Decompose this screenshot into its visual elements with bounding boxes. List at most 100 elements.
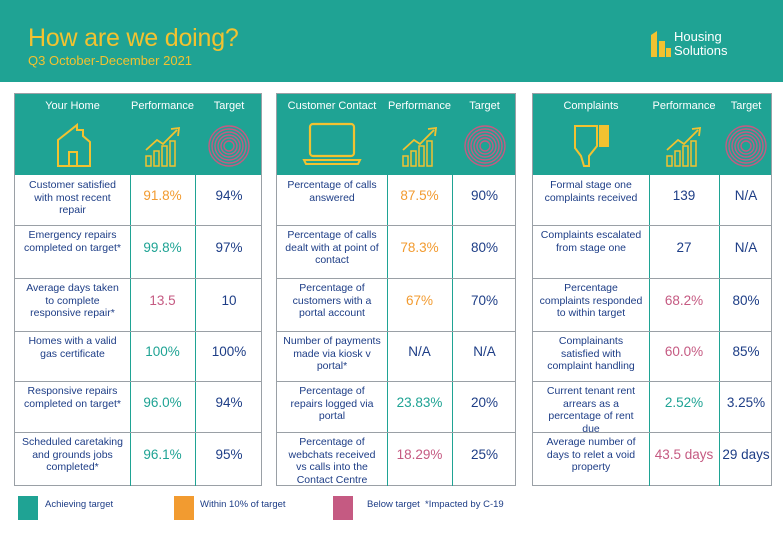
table-row: Percentage of repairs logged via portal 2… bbox=[277, 381, 515, 432]
table-row: Emergency repairs completed on target* 99… bbox=[15, 225, 261, 278]
row-divider bbox=[15, 225, 261, 226]
target-heading: Target bbox=[469, 100, 500, 112]
row-divider bbox=[15, 278, 261, 279]
metric-label: Customer satisfied with most recent repa… bbox=[29, 179, 116, 216]
logo-line-2: Solutions bbox=[674, 43, 728, 58]
target-heading: Target bbox=[730, 100, 762, 112]
performance-value: 100% bbox=[145, 344, 180, 359]
table-row: Percentage of calls answered 87.5% 90% bbox=[277, 175, 515, 225]
metric-label: Complaints escalated from stage one bbox=[540, 229, 642, 254]
table-row: Percentage of calls dealt with at point … bbox=[277, 225, 515, 278]
target-value: 94% bbox=[215, 394, 243, 410]
performance-value: 99.8% bbox=[143, 239, 182, 255]
metric-label: Average number of days to relet a void p… bbox=[546, 436, 636, 473]
metric-label: Complainants satisfied with complaint ha… bbox=[547, 335, 635, 372]
row-divider bbox=[533, 432, 771, 433]
column-divider bbox=[452, 94, 453, 486]
logo-line-1: Housing bbox=[674, 29, 722, 44]
table-row: Responsive repairs completed on target* 9… bbox=[15, 381, 261, 432]
row-divider bbox=[15, 331, 261, 332]
legend-swatch-below bbox=[333, 496, 353, 520]
legend-swatch-achieving bbox=[18, 496, 38, 520]
panel-header: Customer Contact Performance Target bbox=[277, 94, 515, 175]
row-divider bbox=[277, 278, 515, 279]
row-divider bbox=[533, 278, 771, 279]
page-subtitle: Q3 October-December 2021 bbox=[28, 53, 193, 68]
performance-value: 67% bbox=[405, 292, 434, 308]
legend-achieving: Achieving target bbox=[45, 499, 114, 510]
panel-heading: Complaints bbox=[563, 100, 619, 112]
table-row: Percentage of customers with a portal ac… bbox=[277, 278, 515, 331]
table-row: Percentage complaints responded to withi… bbox=[533, 278, 771, 331]
panel-customer-contact: Customer Contact Performance Target Percen… bbox=[276, 93, 516, 486]
panel-heading: Your Home bbox=[45, 100, 100, 112]
performance-value: 43.5 days bbox=[654, 447, 714, 462]
metric-label: Emergency repairs completed on target* bbox=[24, 229, 121, 254]
row-divider bbox=[277, 432, 515, 433]
target-value: 95% bbox=[215, 447, 243, 462]
table-row: Scheduled caretaking and grounds jobs co… bbox=[15, 432, 261, 486]
performance-heading: Performance bbox=[131, 100, 194, 112]
metric-label: Percentage of calls dealt with at point … bbox=[285, 229, 379, 266]
metric-label: Percentage of calls answered bbox=[287, 179, 377, 204]
bar-chart-arrow-icon bbox=[401, 126, 437, 167]
bar-chart-arrow-icon bbox=[666, 126, 702, 167]
performance-value: 96.0% bbox=[143, 394, 182, 410]
performance-value: 139 bbox=[672, 188, 696, 203]
row-divider bbox=[533, 225, 771, 226]
table-row: Formal stage one complaints received 139 N… bbox=[533, 175, 771, 225]
performance-value: 60.0% bbox=[664, 344, 704, 359]
target-value: 100% bbox=[211, 344, 247, 359]
panel-heading: Customer Contact bbox=[287, 100, 377, 112]
performance-heading: Performance bbox=[388, 100, 451, 112]
row-divider bbox=[277, 331, 515, 332]
panel-your-home: Your Home Performance Target Customer sati… bbox=[14, 93, 262, 486]
performance-value: 23.83% bbox=[396, 394, 443, 410]
target-rings-icon bbox=[725, 125, 767, 167]
target-value: 20% bbox=[470, 394, 499, 410]
target-value: N/A bbox=[734, 239, 758, 255]
table-row: Homes with a valid gas certificate 100% 10… bbox=[15, 331, 261, 381]
row-divider bbox=[15, 381, 261, 382]
metric-label: Scheduled caretaking and grounds jobs co… bbox=[22, 436, 123, 473]
target-value: 94% bbox=[215, 188, 243, 203]
target-value: N/A bbox=[473, 344, 496, 359]
target-value: 25% bbox=[470, 447, 499, 462]
table-row: Complainants satisfied with complaint ha… bbox=[533, 331, 771, 381]
metric-label: Current tenant rent arrears as a percent… bbox=[546, 385, 636, 435]
target-heading: Target bbox=[213, 100, 245, 112]
performance-value: 18.29% bbox=[396, 447, 443, 462]
row-divider bbox=[277, 225, 515, 226]
column-divider bbox=[649, 94, 650, 486]
target-value: 70% bbox=[470, 292, 499, 308]
table-row: Percentage of webchats received vs calls… bbox=[277, 432, 515, 486]
table-row: Complaints escalated from stage one 27 N/A bbox=[533, 225, 771, 278]
column-divider bbox=[195, 94, 196, 486]
target-value: 3.25% bbox=[726, 394, 766, 410]
legend-swatch-within bbox=[174, 496, 194, 520]
target-value: 80% bbox=[470, 239, 499, 255]
legend-within: Within 10% of target bbox=[200, 499, 286, 510]
column-divider bbox=[130, 94, 131, 486]
target-value: 85% bbox=[732, 344, 760, 359]
target-value: 29 days bbox=[722, 447, 770, 462]
performance-value: 96.1% bbox=[143, 447, 182, 462]
house-icon bbox=[56, 122, 91, 167]
metric-label: Homes with a valid gas certificate bbox=[28, 335, 117, 360]
performance-value: N/A bbox=[408, 344, 431, 359]
performance-value: 91.8% bbox=[143, 188, 182, 203]
column-divider bbox=[719, 94, 720, 486]
performance-value: 27 bbox=[676, 239, 692, 255]
thumbs-down-icon bbox=[574, 125, 609, 167]
panel-header: Complaints Performance Target bbox=[533, 94, 771, 175]
metric-label: Percentage of repairs logged via portal bbox=[290, 385, 374, 422]
target-value: 90% bbox=[470, 188, 499, 203]
column-divider bbox=[387, 94, 388, 486]
legend-below: Below target bbox=[367, 499, 420, 510]
metric-label: Average days taken to complete responsiv… bbox=[26, 282, 119, 319]
bar-chart-arrow-icon bbox=[144, 126, 180, 167]
performance-value: 87.5% bbox=[400, 188, 439, 203]
performance-value: 2.52% bbox=[664, 394, 704, 410]
table-row: Average days taken to complete responsiv… bbox=[15, 278, 261, 331]
metric-label: Formal stage one complaints received bbox=[544, 179, 638, 204]
